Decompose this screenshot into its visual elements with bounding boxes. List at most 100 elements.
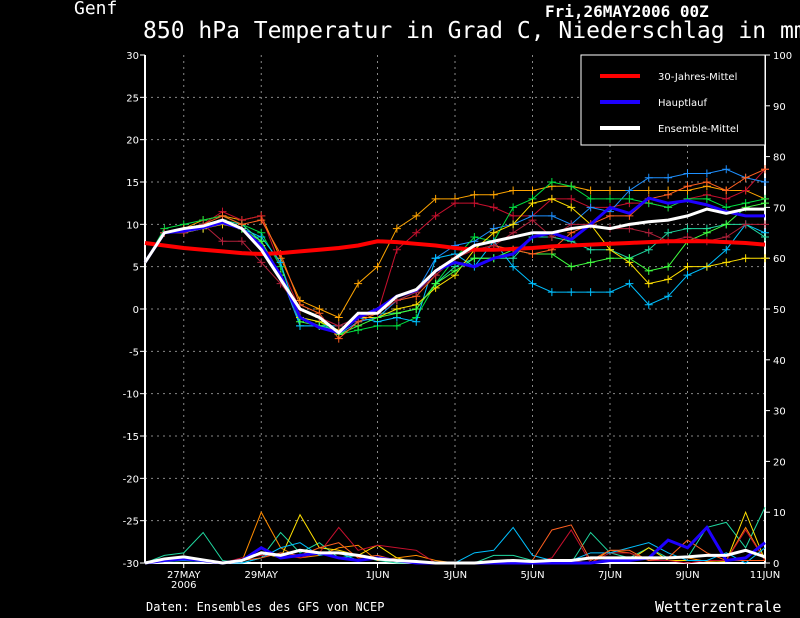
y-left-tick-label: -15 <box>123 432 139 443</box>
member-point <box>509 220 518 229</box>
member-point <box>625 186 634 195</box>
member-point <box>528 199 537 208</box>
member-point <box>586 258 595 267</box>
member-point <box>470 199 479 208</box>
precip-member-line <box>144 511 766 564</box>
member-point <box>354 279 363 288</box>
member-point <box>741 220 750 229</box>
member-point <box>606 254 614 263</box>
y-right-tick-label: 90 <box>773 102 786 113</box>
station-name: Genf <box>74 0 118 19</box>
member-point <box>702 262 711 271</box>
y-right-tick-label: 70 <box>773 203 786 214</box>
member-point <box>702 169 711 178</box>
member-point <box>528 279 537 288</box>
member-point <box>644 266 653 275</box>
member-point <box>509 186 518 195</box>
member-point <box>644 186 653 195</box>
member-point <box>392 321 401 330</box>
member-point <box>257 216 266 225</box>
member-point <box>431 194 440 203</box>
member-point <box>528 249 537 258</box>
run-date: Fri,26MAY2006 00Z <box>545 2 709 21</box>
member-point <box>392 245 401 254</box>
x-tick-label: 3JUN <box>443 570 467 581</box>
y-right-tick-label: 80 <box>773 153 786 164</box>
member-point <box>586 194 595 203</box>
member-point <box>567 194 576 203</box>
member-point <box>761 220 769 229</box>
brand-label: Wetterzentrale <box>655 598 782 616</box>
member-point <box>741 254 750 263</box>
member-point <box>509 254 518 263</box>
member-point <box>644 173 653 182</box>
y-left-tick-label: 30 <box>126 51 139 62</box>
x-tick-label: 7JUN <box>598 570 622 581</box>
y-left-tick-label: -5 <box>129 347 139 358</box>
y-right-tick-label: 30 <box>773 407 786 418</box>
legend-label: Ensemble-Mittel <box>658 124 739 135</box>
member-point <box>567 203 576 212</box>
member-point <box>586 288 595 297</box>
member-point <box>606 245 614 254</box>
member-point <box>761 165 769 174</box>
member-point <box>412 317 421 326</box>
member-point <box>625 194 634 203</box>
y-left-tick-label: 15 <box>126 178 139 189</box>
member-point <box>567 182 576 191</box>
member-point <box>606 186 614 195</box>
member-point <box>606 194 614 203</box>
member-point <box>664 228 673 237</box>
y-left-tick-label: 5 <box>133 263 139 274</box>
member-point <box>683 224 692 233</box>
member-point <box>683 271 692 280</box>
member-point <box>451 266 459 275</box>
member-point <box>470 254 479 263</box>
x-tick-label: 29MAY <box>244 570 278 581</box>
member-point <box>586 203 595 212</box>
x-tick-label: 9JUN <box>675 570 699 581</box>
member-point <box>586 186 595 195</box>
member-point <box>722 258 731 267</box>
member-point <box>509 228 518 237</box>
member-point <box>528 186 537 195</box>
member-point <box>237 237 246 246</box>
member-point <box>509 262 518 271</box>
climate-mean-line <box>144 239 766 256</box>
member-point <box>334 321 343 330</box>
data-source: Daten: Ensembles des GFS von NCEP <box>146 600 385 614</box>
member-point <box>567 220 576 229</box>
member-point <box>683 169 692 178</box>
y-left-tick-label: 0 <box>133 305 139 316</box>
y-left-tick-label: 25 <box>126 93 139 104</box>
member-point <box>373 262 382 271</box>
ensemble-mean-line <box>143 207 765 335</box>
member-point <box>606 211 614 220</box>
member-point <box>644 300 653 309</box>
member-point <box>489 203 498 212</box>
y-left-tick-label: 20 <box>126 136 139 147</box>
member-point <box>664 173 673 182</box>
member-point <box>702 228 711 237</box>
y-right-tick-label: 20 <box>773 457 786 468</box>
legend-label: Hauptlauf <box>658 98 707 109</box>
member-point <box>509 211 518 220</box>
member-point <box>664 262 673 271</box>
member-point <box>470 233 479 242</box>
member-point <box>625 224 634 233</box>
member-point <box>489 190 498 199</box>
member-point <box>470 190 479 199</box>
chart-title: 850 hPa Temperatur in Grad C, Niederschl… <box>143 18 800 44</box>
y-left-tick-label: 10 <box>126 220 139 231</box>
member-point <box>586 245 595 254</box>
member-point <box>567 288 576 297</box>
member-point <box>412 228 421 237</box>
y-right-tick-label: 40 <box>773 356 786 367</box>
member-point <box>722 194 731 203</box>
member-point <box>702 178 711 186</box>
member-point <box>741 186 750 195</box>
member-point <box>625 254 634 263</box>
member-point <box>412 305 421 313</box>
